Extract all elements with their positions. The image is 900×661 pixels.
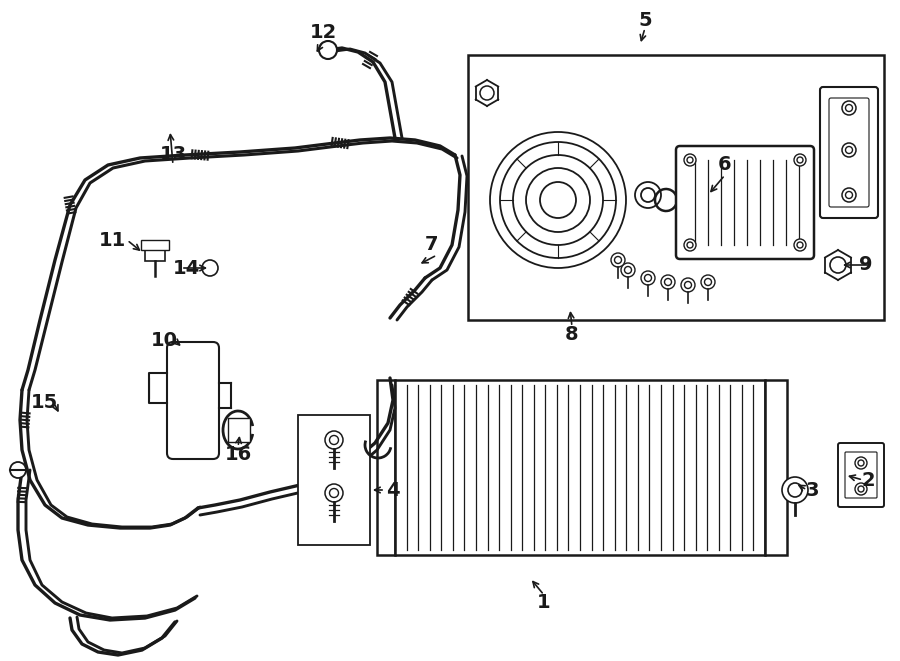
Text: 1: 1	[537, 594, 551, 613]
Circle shape	[480, 86, 494, 100]
Circle shape	[664, 278, 671, 286]
Bar	[298, 415, 370, 545]
Text: 13: 13	[159, 145, 186, 165]
Circle shape	[794, 154, 806, 166]
Circle shape	[797, 157, 803, 163]
Circle shape	[641, 271, 655, 285]
Circle shape	[490, 132, 626, 268]
Bar	[145, 248, 165, 261]
Circle shape	[684, 239, 696, 251]
Circle shape	[845, 147, 852, 153]
Circle shape	[797, 242, 803, 248]
Bar	[765, 380, 787, 555]
FancyBboxPatch shape	[820, 87, 878, 218]
Text: 5: 5	[638, 11, 652, 30]
Circle shape	[687, 157, 693, 163]
Circle shape	[701, 275, 715, 289]
Text: 12: 12	[310, 24, 337, 42]
Circle shape	[705, 278, 712, 286]
Circle shape	[684, 154, 696, 166]
Bar	[395, 380, 765, 555]
Circle shape	[625, 266, 632, 274]
Circle shape	[325, 431, 343, 449]
Circle shape	[794, 239, 806, 251]
Circle shape	[526, 168, 590, 232]
Circle shape	[788, 483, 802, 497]
FancyBboxPatch shape	[829, 98, 869, 207]
Circle shape	[615, 256, 622, 264]
Text: 6: 6	[718, 155, 732, 175]
Circle shape	[513, 155, 603, 245]
FancyBboxPatch shape	[167, 342, 219, 459]
Circle shape	[641, 188, 655, 202]
Text: 2: 2	[861, 471, 875, 490]
Circle shape	[782, 477, 808, 503]
Text: 3: 3	[806, 481, 819, 500]
Circle shape	[830, 257, 846, 273]
Bar	[468, 55, 884, 320]
Circle shape	[10, 462, 26, 478]
Circle shape	[842, 143, 856, 157]
Circle shape	[845, 104, 852, 112]
Circle shape	[687, 242, 693, 248]
Text: 11: 11	[98, 231, 126, 249]
Circle shape	[845, 192, 852, 198]
Text: 8: 8	[565, 325, 579, 344]
Bar	[141, 240, 169, 250]
Circle shape	[319, 41, 337, 59]
Circle shape	[329, 436, 338, 444]
Circle shape	[842, 101, 856, 115]
Text: 9: 9	[860, 256, 873, 274]
Text: 7: 7	[425, 235, 439, 254]
Circle shape	[644, 274, 652, 282]
Circle shape	[329, 488, 338, 498]
Circle shape	[858, 486, 864, 492]
Text: 16: 16	[224, 446, 252, 465]
Bar	[377, 380, 395, 555]
FancyBboxPatch shape	[845, 452, 877, 498]
FancyBboxPatch shape	[676, 146, 814, 259]
Bar	[228, 418, 250, 442]
Text: 10: 10	[150, 330, 177, 350]
Circle shape	[500, 142, 616, 258]
Text: 15: 15	[31, 393, 58, 412]
FancyBboxPatch shape	[838, 443, 884, 507]
Text: 14: 14	[173, 258, 200, 278]
Circle shape	[855, 483, 867, 495]
Circle shape	[858, 460, 864, 466]
Circle shape	[325, 484, 343, 502]
Text: 4: 4	[386, 481, 400, 500]
Circle shape	[540, 182, 576, 218]
Circle shape	[685, 282, 691, 288]
Circle shape	[681, 278, 695, 292]
Circle shape	[855, 457, 867, 469]
Circle shape	[635, 182, 661, 208]
Circle shape	[661, 275, 675, 289]
Circle shape	[842, 188, 856, 202]
Circle shape	[611, 253, 625, 267]
Circle shape	[202, 260, 218, 276]
Circle shape	[621, 263, 635, 277]
